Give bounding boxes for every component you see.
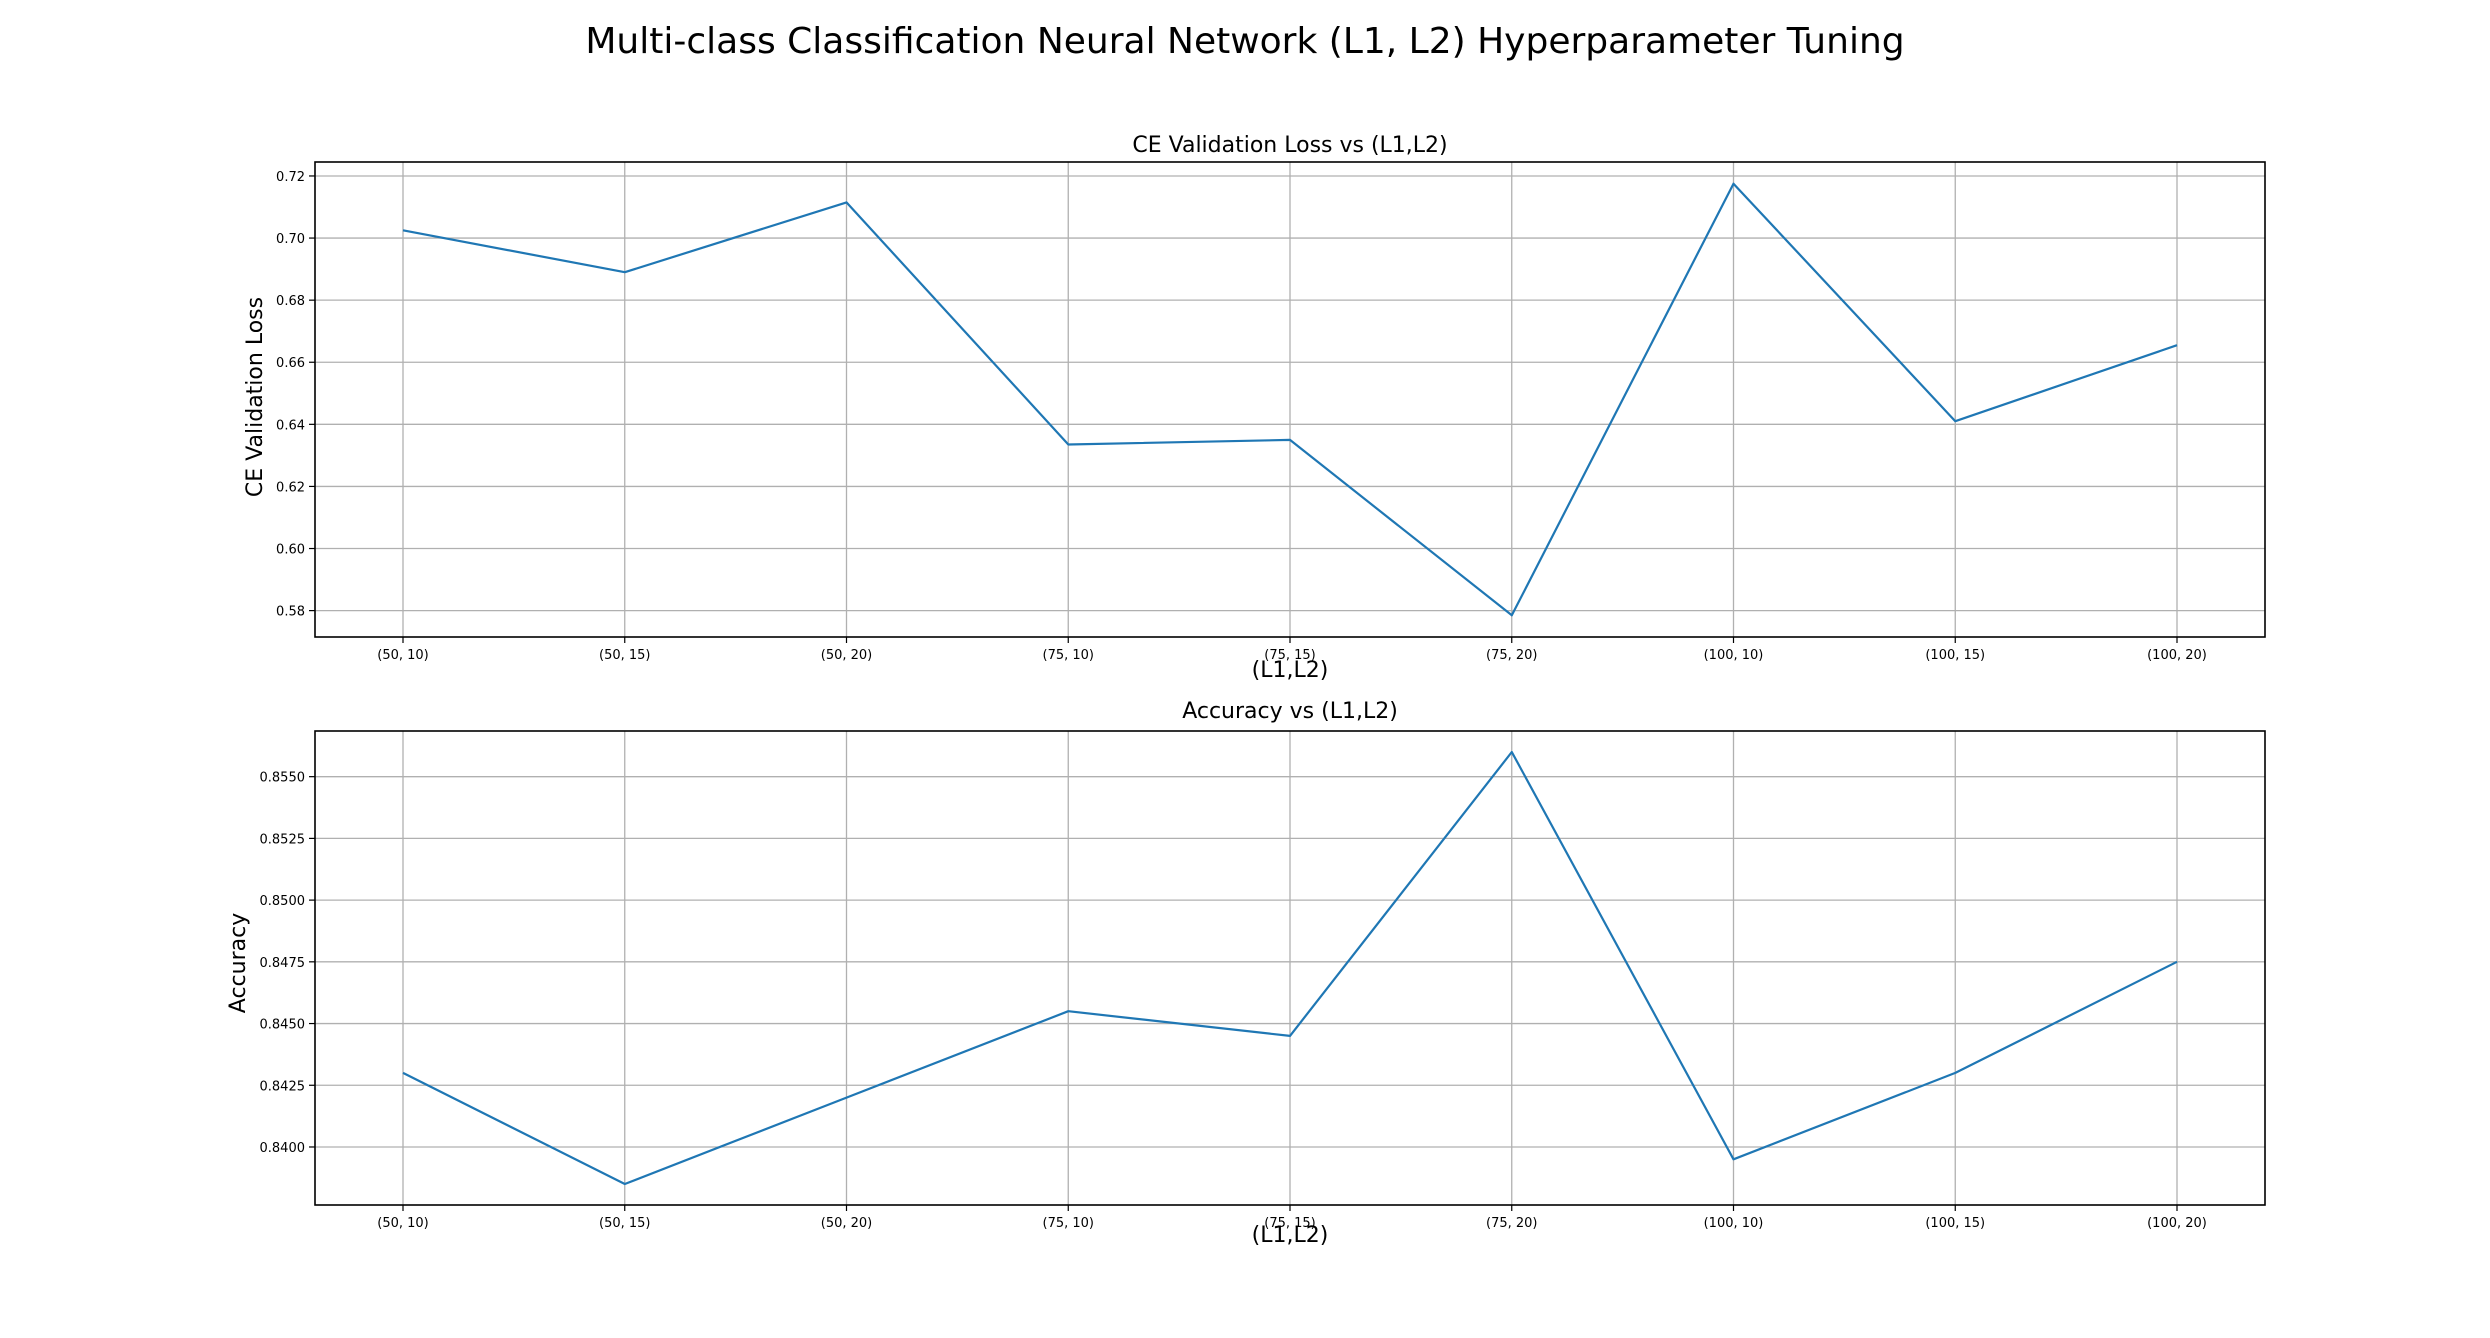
accuracy-y-tick-label: 0.8400 — [260, 1141, 306, 1156]
accuracy-y-tick-label: 0.8450 — [260, 1018, 306, 1033]
accuracy-y-tick-label: 0.8550 — [260, 771, 306, 786]
accuracy-x-tick-label: (75, 20) — [1486, 1216, 1538, 1231]
accuracy-x-axis-label: (L1,L2) — [1252, 1223, 1329, 1248]
accuracy-grid — [315, 731, 2265, 1205]
loss-x-tick-label: (75, 20) — [1486, 648, 1538, 663]
accuracy-x-tick-label: (75, 15) — [1264, 1216, 1316, 1231]
loss-x-tick-label: (100, 15) — [1925, 648, 1985, 663]
figure-title: Multi-class Classification Neural Networ… — [585, 21, 1904, 62]
accuracy-x-tick-label: (100, 15) — [1925, 1216, 1985, 1231]
accuracy-axes-frame — [314, 730, 2266, 1206]
loss-x-tick-label: (50, 15) — [599, 648, 651, 663]
accuracy-y-axis-label: Accuracy — [226, 913, 251, 1013]
accuracy-x-tick-label: (100, 10) — [1704, 1216, 1764, 1231]
loss-y-tick-label: 0.64 — [276, 418, 305, 433]
loss-x-axis-label: (L1,L2) — [1252, 658, 1329, 683]
loss-y-tick-label: 0.60 — [276, 543, 305, 558]
loss-y-axis-label: CE Validation Loss — [243, 297, 268, 497]
loss-x-tick-label: (100, 10) — [1704, 648, 1764, 663]
accuracy-x-tick-label: (75, 10) — [1043, 1216, 1095, 1231]
accuracy-x-tick-label: (100, 20) — [2147, 1216, 2207, 1231]
accuracy-panel: Accuracy vs (L1,L2) (L1,L2) Accuracy (50… — [226, 699, 2266, 1248]
loss-grid — [315, 162, 2265, 637]
loss-axes-frame — [314, 161, 2266, 638]
accuracy-x-tick-label: (50, 10) — [377, 1216, 429, 1231]
accuracy-chart-title: Accuracy vs (L1,L2) — [1182, 699, 1398, 724]
accuracy-y-tick-label: 0.8525 — [260, 832, 306, 847]
accuracy-x-tick-label: (50, 20) — [821, 1216, 873, 1231]
loss-y-tick-label: 0.58 — [276, 605, 305, 620]
loss-y-tick-label: 0.72 — [276, 170, 305, 185]
loss-x-tick-label: (75, 10) — [1043, 648, 1095, 663]
loss-y-tick-label: 0.62 — [276, 480, 305, 495]
loss-y-tick-label: 0.70 — [276, 232, 305, 247]
accuracy-y-tick-label: 0.8500 — [260, 894, 306, 909]
loss-series-line — [402, 182, 2178, 617]
loss-x-tick-label: (75, 15) — [1264, 648, 1316, 663]
loss-chart-title: CE Validation Loss vs (L1,L2) — [1132, 133, 1447, 158]
loss-y-tick-label: 0.66 — [276, 356, 305, 371]
loss-panel: CE Validation Loss vs (L1,L2) (L1,L2) CE… — [243, 133, 2266, 683]
loss-x-tick-label: (50, 20) — [821, 648, 873, 663]
loss-x-tick-label: (100, 20) — [2147, 648, 2207, 663]
accuracy-y-tick-label: 0.8425 — [260, 1079, 306, 1094]
accuracy-y-tick-label: 0.8475 — [260, 956, 306, 971]
accuracy-x-tick-label: (50, 15) — [599, 1216, 651, 1231]
loss-y-tick-label: 0.68 — [276, 294, 305, 309]
loss-x-tick-label: (50, 10) — [377, 648, 429, 663]
